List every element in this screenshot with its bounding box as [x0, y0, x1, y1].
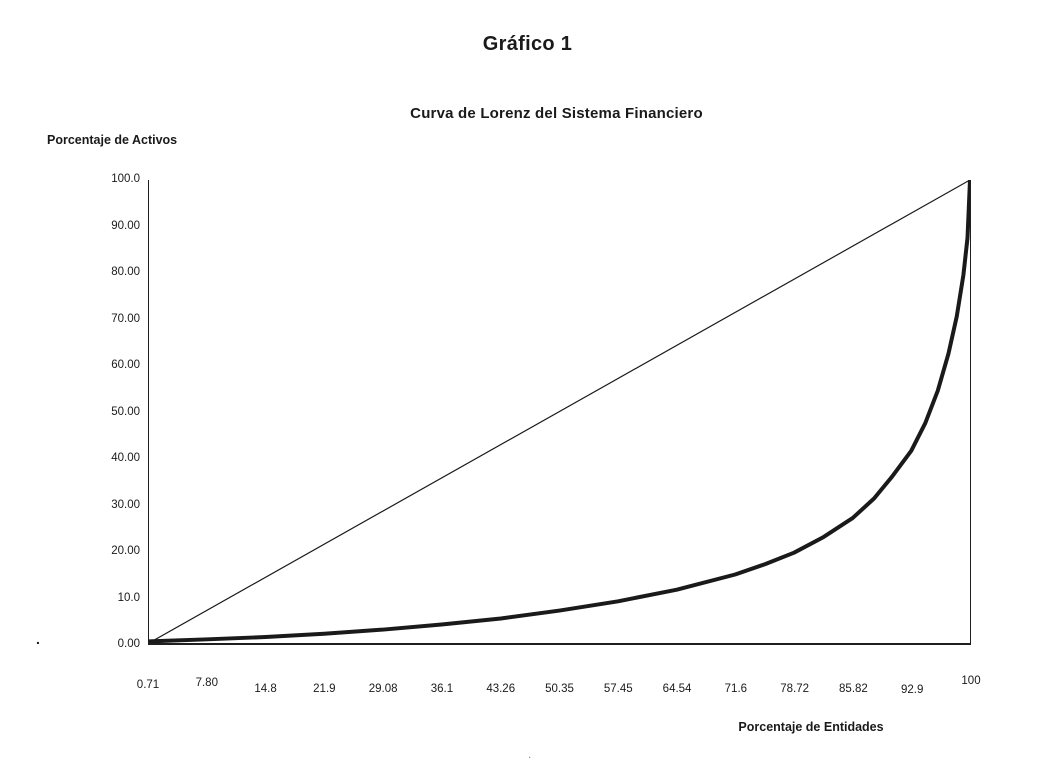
x-tick-label: 71.6 [724, 683, 748, 695]
y-tick-label: 80.00 [111, 266, 140, 278]
x-tick-label: 0.71 [136, 679, 160, 691]
y-tick-label: 10.0 [117, 591, 140, 604]
y-tick-label: 50.00 [111, 405, 140, 418]
y-tick-label: 100.0 [111, 173, 140, 185]
x-tick-label: 36.1 [430, 683, 454, 695]
x-tick-label: 85.82 [839, 683, 868, 695]
y-tick-label: 70.00 [111, 312, 140, 325]
scan-artifact-dot: . [36, 631, 40, 647]
plot-lines-svg [149, 180, 970, 643]
y-tick-label: 0.00 [117, 638, 140, 650]
y-tick-label: 40.00 [111, 452, 140, 464]
x-tick-label: 92.9 [901, 684, 924, 696]
x-tick-label: 57.45 [603, 683, 633, 695]
chart-title: Curva de Lorenz del Sistema Financiero [410, 105, 703, 122]
lorenz-curve [149, 180, 970, 643]
x-tick-label: 50.35 [545, 683, 574, 695]
equality-line [149, 180, 970, 643]
y-tick-label: 90.00 [111, 219, 140, 232]
x-tick-label: 64.54 [662, 683, 692, 695]
y-tick-label: 60.00 [111, 359, 140, 371]
y-tick-label: 20.00 [111, 545, 140, 557]
plot-area [148, 180, 971, 645]
x-tick-label: 43.26 [486, 683, 516, 695]
x-tick-label: 29.08 [368, 683, 398, 695]
x-tick-label: 7.80 [195, 677, 218, 689]
x-axis-label: Porcentaje de Entidades [738, 720, 884, 734]
x-tick-label: 100 [961, 675, 981, 687]
x-tick-label: 21.9 [313, 683, 336, 695]
x-tick-label: 78.72 [780, 683, 810, 695]
x-tick-label: 14.8 [254, 683, 277, 695]
figure-title: Gráfico 1 [482, 33, 573, 55]
scan-artifact-dot: . [528, 747, 532, 761]
y-tick-label: 30.00 [111, 498, 140, 511]
y-axis-label: Porcentaje de Activos [47, 133, 178, 147]
